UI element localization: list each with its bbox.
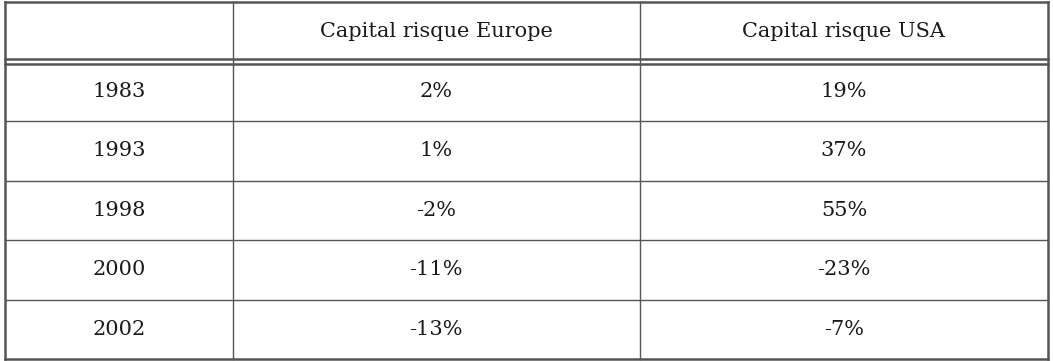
- Text: 2002: 2002: [93, 320, 145, 339]
- Text: 1998: 1998: [93, 201, 145, 220]
- Text: -2%: -2%: [416, 201, 456, 220]
- Text: -23%: -23%: [817, 260, 871, 279]
- Text: 1%: 1%: [420, 141, 453, 160]
- Text: 55%: 55%: [820, 201, 867, 220]
- Text: 19%: 19%: [820, 82, 868, 101]
- Text: Capital risque Europe: Capital risque Europe: [320, 22, 553, 41]
- Text: 2%: 2%: [420, 82, 453, 101]
- Text: 1983: 1983: [93, 82, 145, 101]
- Text: Capital risque USA: Capital risque USA: [742, 22, 946, 41]
- Text: 37%: 37%: [820, 141, 867, 160]
- Text: 2000: 2000: [93, 260, 145, 279]
- Text: -13%: -13%: [410, 320, 463, 339]
- Text: -11%: -11%: [410, 260, 463, 279]
- Text: -7%: -7%: [823, 320, 863, 339]
- Text: 1993: 1993: [93, 141, 145, 160]
